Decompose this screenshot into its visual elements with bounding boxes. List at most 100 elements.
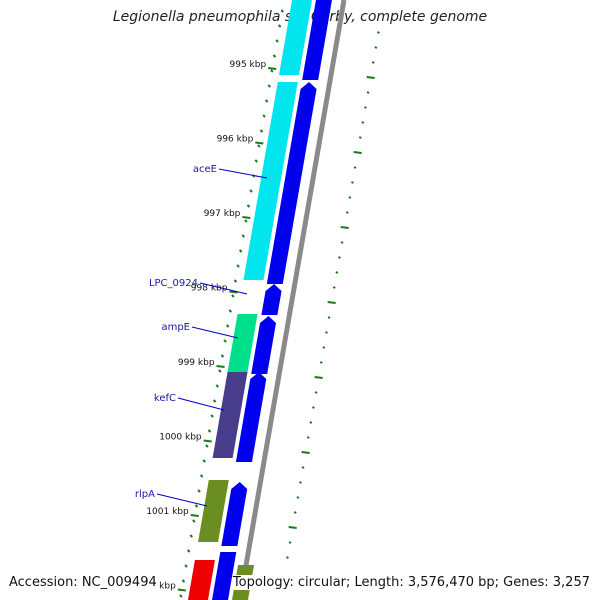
tick-label: 998 kbp bbox=[191, 284, 228, 294]
cds-block bbox=[221, 482, 248, 546]
genome-backbone bbox=[237, 0, 347, 600]
gc-mark bbox=[364, 106, 367, 109]
tick-label: 995 kbp bbox=[230, 60, 267, 70]
minor-tick bbox=[220, 354, 225, 358]
minor-tick bbox=[277, 24, 282, 28]
feature-block bbox=[227, 314, 258, 372]
gene-label: LPC_0924 bbox=[149, 278, 198, 289]
gc-mark bbox=[301, 466, 305, 469]
minor-tick bbox=[194, 504, 199, 508]
cds-block bbox=[212, 552, 237, 600]
minor-tick bbox=[179, 594, 183, 598]
minor-tick bbox=[244, 219, 248, 223]
minor-tick bbox=[207, 429, 212, 433]
tick-mark bbox=[242, 216, 251, 219]
minor-tick bbox=[184, 564, 188, 568]
gc-mark bbox=[309, 421, 313, 424]
tick-mark bbox=[268, 67, 277, 70]
minor-tick bbox=[215, 384, 219, 388]
feature-labels: aceE LPC_0924 ampE kefC rlpA bbox=[135, 164, 268, 507]
cds-block bbox=[302, 0, 332, 80]
tick-label: 999 kbp bbox=[178, 358, 215, 368]
gc-mark bbox=[338, 256, 341, 259]
feature-track bbox=[188, 0, 312, 600]
minor-tick bbox=[262, 114, 266, 118]
gc-mark bbox=[332, 286, 336, 289]
tick-mark bbox=[216, 365, 225, 368]
minor-tick bbox=[228, 309, 232, 313]
gc-mark bbox=[358, 136, 362, 139]
minor-tick bbox=[246, 204, 251, 208]
tick-label: 997 kbp bbox=[204, 209, 241, 219]
label-leader-line bbox=[218, 168, 268, 179]
cds-block bbox=[261, 284, 282, 315]
minor-tick bbox=[241, 234, 245, 238]
accession-label: Accession: NC_009494 bbox=[9, 575, 157, 590]
minor-tick bbox=[223, 339, 227, 343]
gc-mark bbox=[299, 481, 302, 484]
feature-block bbox=[212, 372, 248, 458]
minor-tick bbox=[264, 99, 269, 103]
minor-tick bbox=[236, 264, 240, 268]
minor-tick bbox=[259, 129, 264, 133]
minor-tick bbox=[254, 159, 258, 163]
minor-tick bbox=[205, 444, 209, 448]
gc-mark bbox=[314, 391, 318, 394]
minor-tick bbox=[233, 279, 238, 283]
gc-mark bbox=[293, 511, 297, 514]
gc-mark bbox=[327, 301, 336, 304]
gc-mark bbox=[301, 451, 310, 454]
minor-tick bbox=[267, 84, 271, 88]
gene-label: ampE bbox=[161, 322, 190, 333]
tick-mark bbox=[229, 290, 238, 294]
gc-mark bbox=[340, 241, 344, 244]
minor-tick bbox=[238, 249, 243, 253]
gc-mark bbox=[322, 346, 326, 349]
minor-tick bbox=[249, 189, 253, 193]
gc-mark bbox=[361, 121, 365, 124]
minor-tick bbox=[270, 69, 274, 73]
minor-tick bbox=[225, 324, 230, 328]
cds-block bbox=[235, 372, 267, 462]
cds-block bbox=[266, 82, 317, 284]
gc-mark bbox=[312, 406, 315, 409]
gc-mark bbox=[327, 316, 331, 319]
gc-mark bbox=[314, 376, 323, 379]
gc-mark bbox=[319, 361, 323, 364]
minor-tick bbox=[197, 489, 201, 493]
gc-mark bbox=[353, 151, 362, 154]
tick-mark bbox=[177, 588, 186, 592]
gene-label: kefC bbox=[154, 393, 176, 404]
gc-mark bbox=[353, 166, 357, 169]
genome-stats: Topology: circular; Length: 3,576,470 bp… bbox=[232, 575, 590, 590]
feature-block bbox=[243, 82, 298, 280]
minor-tick bbox=[210, 414, 214, 418]
minor-tick bbox=[202, 459, 206, 463]
gc-mark bbox=[306, 436, 310, 439]
label-leader-line bbox=[199, 282, 248, 295]
minor-tick bbox=[275, 39, 279, 43]
gc-mark bbox=[374, 46, 378, 49]
gene-label: rlpA bbox=[135, 489, 155, 500]
minor-tick bbox=[257, 144, 261, 148]
gc-mark bbox=[351, 181, 354, 184]
gc-mark bbox=[325, 331, 328, 334]
tick-label: 1000 kbp bbox=[159, 433, 202, 443]
minor-tick bbox=[280, 9, 284, 13]
gc-mark bbox=[366, 91, 370, 94]
label-leader-line bbox=[156, 493, 208, 507]
tick-label: 996 kbp bbox=[217, 135, 254, 145]
gc-mark bbox=[366, 76, 375, 79]
tick-mark bbox=[203, 439, 212, 443]
label-leader-line bbox=[177, 397, 225, 411]
minor-tick bbox=[181, 579, 186, 583]
tick-mark bbox=[255, 141, 264, 145]
minor-tick bbox=[231, 294, 235, 298]
minor-tick bbox=[186, 549, 191, 553]
cds-strand-track bbox=[212, 0, 332, 600]
gc-mark bbox=[296, 496, 300, 499]
minor-tick bbox=[199, 474, 204, 478]
gene-label: aceE bbox=[193, 164, 217, 175]
cds-block bbox=[251, 316, 277, 374]
gc-mark bbox=[286, 556, 289, 559]
